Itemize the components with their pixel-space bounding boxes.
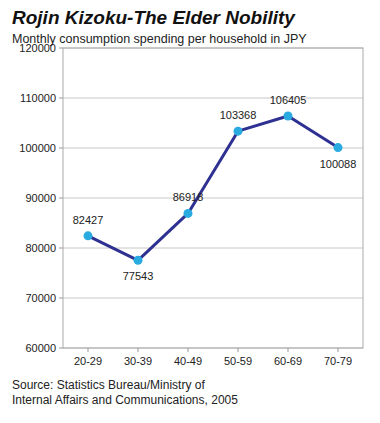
grid-line bbox=[63, 98, 363, 99]
data-label: 86918 bbox=[173, 191, 204, 203]
chart: Rojin Kizoku-The Elder Nobility Monthly c… bbox=[0, 0, 380, 423]
x-tick-label: 20-29 bbox=[74, 355, 102, 367]
data-label: 77543 bbox=[123, 270, 154, 282]
x-tick-label: 30-39 bbox=[124, 355, 152, 367]
data-point bbox=[234, 127, 243, 136]
plot-frame bbox=[63, 48, 363, 348]
subtitle: Monthly consumption spending per househo… bbox=[12, 32, 307, 46]
data-line bbox=[88, 116, 338, 260]
x-tick-label: 40-49 bbox=[174, 355, 202, 367]
tick-mark bbox=[88, 348, 89, 352]
source-note: Source: Statistics Bureau/Ministry of bbox=[12, 378, 205, 392]
data-point bbox=[134, 256, 143, 265]
data-point bbox=[184, 209, 193, 218]
tick-mark bbox=[59, 348, 63, 349]
data-label: 82427 bbox=[73, 214, 104, 226]
tick-mark bbox=[59, 248, 63, 249]
data-point bbox=[334, 143, 343, 152]
tick-mark bbox=[188, 348, 189, 352]
chart-container: Rojin Kizoku-The Elder Nobility Monthly c… bbox=[0, 0, 380, 423]
tick-mark bbox=[59, 98, 63, 99]
tick-mark bbox=[338, 348, 339, 352]
data-group bbox=[84, 111, 343, 264]
y-tick-label: 90000 bbox=[25, 192, 56, 204]
plot-area bbox=[63, 48, 363, 348]
tick-mark bbox=[59, 198, 63, 199]
y-tick-label: 80000 bbox=[25, 242, 56, 254]
y-tick-label: 60000 bbox=[25, 342, 56, 354]
data-point bbox=[84, 231, 93, 240]
tick-mark bbox=[59, 48, 63, 49]
y-tick-label: 100000 bbox=[19, 142, 56, 154]
y-tick-label: 110000 bbox=[20, 92, 56, 104]
grid-line bbox=[63, 298, 363, 299]
tick-mark bbox=[288, 348, 289, 352]
title: Rojin Kizoku-The Elder Nobility bbox=[12, 7, 296, 28]
tick-mark bbox=[59, 298, 63, 299]
x-tick-label: 50-59 bbox=[224, 355, 252, 367]
source-note: Internal Affairs and Communications, 200… bbox=[12, 393, 238, 407]
data-label: 100088 bbox=[320, 158, 357, 170]
y-tick-label: 120000 bbox=[19, 42, 56, 54]
tick-mark bbox=[238, 348, 239, 352]
grid-line bbox=[63, 198, 363, 199]
y-tick-label: 70000 bbox=[25, 292, 56, 304]
grid-line bbox=[63, 248, 363, 249]
data-point bbox=[284, 111, 293, 120]
tick-mark bbox=[138, 348, 139, 352]
data-label: 106405 bbox=[270, 94, 307, 106]
tick-mark bbox=[59, 148, 63, 149]
data-label: 103368 bbox=[220, 109, 257, 121]
x-tick-label: 60-69 bbox=[274, 355, 302, 367]
x-tick-label: 70-79 bbox=[324, 355, 352, 367]
grid-line bbox=[63, 148, 363, 149]
